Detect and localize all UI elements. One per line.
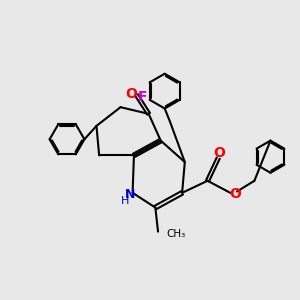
Text: H: H xyxy=(120,196,129,206)
Text: O: O xyxy=(125,87,137,101)
Text: O: O xyxy=(214,146,226,160)
Text: O: O xyxy=(229,187,241,201)
Text: F: F xyxy=(137,90,147,104)
Text: CH₃: CH₃ xyxy=(166,229,185,239)
Text: N: N xyxy=(125,188,135,201)
